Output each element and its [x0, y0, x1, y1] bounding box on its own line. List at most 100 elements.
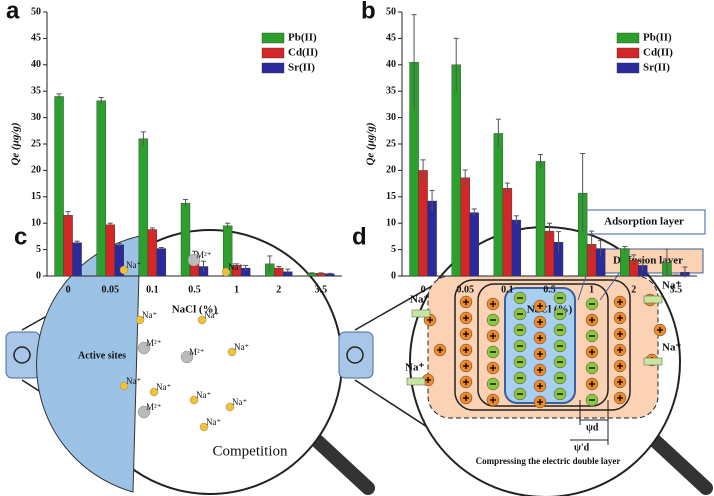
y-tick-label: 45 — [386, 33, 396, 44]
ion — [137, 405, 151, 419]
y-tick-label: 25 — [31, 138, 41, 149]
caption: Compressing the electric double layer — [476, 456, 621, 466]
adsorption-layer-label: Adsorption layer — [604, 216, 684, 228]
bar — [511, 219, 522, 277]
y-tick-label: 50 — [386, 6, 396, 17]
arrow — [643, 357, 663, 366]
bar — [156, 248, 167, 277]
legend-swatch — [261, 47, 285, 59]
ion-label: M²⁺ — [196, 250, 212, 260]
y-tick-label: 35 — [386, 85, 396, 96]
legend-swatch — [261, 62, 285, 74]
y-tick-label: 10 — [386, 217, 396, 228]
ion — [221, 267, 231, 277]
y-tick-label: 40 — [31, 59, 41, 70]
ion-label: Na⁺ — [662, 280, 681, 292]
psi-d-label: ψd — [586, 422, 599, 433]
ion — [135, 315, 145, 325]
ion — [225, 402, 235, 412]
ion-label: Na⁺ — [662, 342, 681, 354]
caption: Competition — [213, 443, 289, 459]
x-axis-title: NaCl (%) — [172, 304, 218, 316]
bar — [54, 96, 64, 277]
bar — [451, 64, 461, 277]
x-tick-label: 0 — [421, 284, 426, 295]
bar — [180, 202, 191, 277]
panel-label: b — [361, 0, 376, 24]
bar — [502, 188, 513, 277]
panel-c-art — [5, 229, 375, 495]
x-tick-label: 2 — [276, 284, 281, 295]
active-sites-label: Active sites — [78, 350, 126, 361]
y-tick-label: 20 — [386, 165, 396, 176]
ion-label: Na⁺ — [405, 362, 424, 374]
x-tick-label: 0.1 — [146, 284, 159, 295]
y-tick-label: 20 — [31, 165, 41, 176]
ion — [119, 265, 129, 275]
ion — [227, 347, 237, 357]
bar — [620, 248, 630, 277]
bar — [72, 242, 82, 277]
legend-label: Pb(II) — [643, 32, 672, 44]
x-tick-label: 1 — [234, 284, 239, 295]
ion — [189, 395, 199, 405]
y-tick-label: 50 — [31, 6, 41, 17]
y-axis-title: Qe (μg/g) — [365, 122, 377, 165]
ion-label: Na⁺ — [228, 262, 243, 272]
ion-label: Na⁺ — [126, 376, 141, 386]
y-tick-label: 30 — [31, 112, 41, 123]
ion — [119, 381, 129, 391]
y-tick-label: 15 — [31, 191, 41, 202]
ion-label: Na⁺ — [234, 342, 249, 352]
ion — [199, 422, 209, 432]
ion — [180, 350, 194, 364]
ion — [197, 315, 207, 325]
y-axis-title: Qe (μg/g) — [10, 122, 22, 165]
legend-swatch — [616, 47, 640, 59]
ion-label: M²⁺ — [189, 347, 205, 357]
bar — [105, 224, 115, 277]
legend-label: Sr(II) — [288, 62, 315, 74]
ion-label: M²⁺ — [146, 338, 162, 348]
legend-label: Sr(II) — [643, 62, 670, 74]
bar — [147, 229, 158, 277]
y-tick-label: 5 — [391, 244, 396, 255]
x-tick-label: 2 — [631, 284, 636, 295]
panel-label: a — [6, 0, 20, 24]
bar — [63, 215, 73, 277]
bar — [138, 138, 149, 277]
y-tick-label: 25 — [386, 138, 396, 149]
bar — [427, 200, 437, 277]
y-tick-label: 30 — [386, 112, 396, 123]
bar — [96, 100, 106, 277]
x-tick-label: 3.5 — [315, 284, 328, 295]
ion-label: Na⁺ — [156, 382, 171, 392]
psi-d-prime-label: ψ'd — [574, 442, 590, 453]
ion — [187, 253, 201, 267]
arrow — [643, 295, 663, 304]
y-tick-label: 35 — [31, 85, 41, 96]
ion — [137, 341, 151, 355]
ion-label: Na⁺ — [126, 260, 141, 270]
y-tick-label: 45 — [31, 33, 41, 44]
panel-label: c — [14, 223, 27, 250]
y-tick-label: 15 — [386, 191, 396, 202]
legend-label: Cd(II) — [288, 47, 318, 59]
x-tick-label: 0.1 — [501, 284, 514, 295]
bar — [460, 177, 470, 277]
legend-swatch — [616, 62, 640, 74]
x-tick-label: 0.05 — [456, 284, 474, 295]
ion-label: Na⁺ — [204, 310, 219, 320]
legend-swatch — [261, 32, 285, 44]
y-tick-label: 0 — [391, 270, 396, 281]
bar — [493, 133, 504, 277]
legend-label: Pb(II) — [288, 32, 317, 44]
bar — [535, 161, 546, 277]
ion-label: M²⁺ — [146, 402, 162, 412]
legend-label: Cd(II) — [643, 47, 673, 59]
ion-label: Na⁺ — [142, 310, 157, 320]
ion-label: Na⁺ — [232, 397, 247, 407]
arrow — [411, 309, 431, 318]
x-tick-label: 3.5 — [670, 284, 683, 295]
